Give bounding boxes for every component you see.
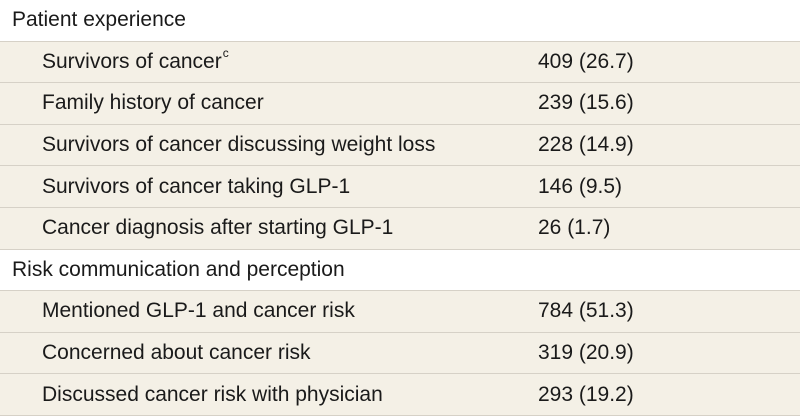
table-row: Cancer diagnosis after starting GLP-1 26…	[0, 207, 800, 250]
table-row: Survivors of cancerc 409 (26.7)	[0, 41, 800, 84]
table-row: Family history of cancer 239 (15.6)	[0, 83, 800, 125]
table-row: Mentioned GLP-1 and cancer risk 784 (51.…	[0, 291, 800, 333]
row-label: Survivors of cancer taking GLP-1	[42, 174, 351, 198]
section-header-risk-communication: Risk communication and perception	[0, 249, 800, 292]
row-label: Survivors of cancerc	[42, 45, 229, 73]
table-row: Survivors of cancer taking GLP-1 146 (9.…	[0, 166, 800, 208]
row-value: 293 (19.2)	[538, 382, 634, 406]
section-header-patient-experience: Patient experience	[0, 0, 800, 42]
row-value: 228 (14.9)	[538, 133, 634, 157]
table-row: Survivors of cancer discussing weight lo…	[0, 124, 800, 167]
table-row: Discussed cancer risk with physician 293…	[0, 374, 800, 416]
row-value: 319 (20.9)	[538, 341, 634, 365]
row-value: 409 (26.7)	[538, 49, 634, 73]
row-label: Mentioned GLP-1 and cancer risk	[42, 299, 355, 323]
section-title: Patient experience	[12, 8, 186, 32]
table-row: Concerned about cancer risk 319 (20.9)	[0, 332, 800, 375]
row-label: Concerned about cancer risk	[42, 341, 311, 365]
row-label: Cancer diagnosis after starting GLP-1	[42, 216, 394, 240]
row-label: Survivors of cancer discussing weight lo…	[42, 133, 436, 157]
section-title: Risk communication and perception	[12, 257, 345, 281]
row-value: 146 (9.5)	[538, 174, 623, 198]
row-value: 784 (51.3)	[538, 299, 634, 323]
row-value: 239 (15.6)	[538, 91, 634, 115]
row-label: Discussed cancer risk with physician	[42, 382, 383, 406]
row-label: Family history of cancer	[42, 91, 264, 115]
row-value: 26 (1.7)	[538, 216, 611, 240]
footnote-marker: c	[222, 45, 229, 60]
